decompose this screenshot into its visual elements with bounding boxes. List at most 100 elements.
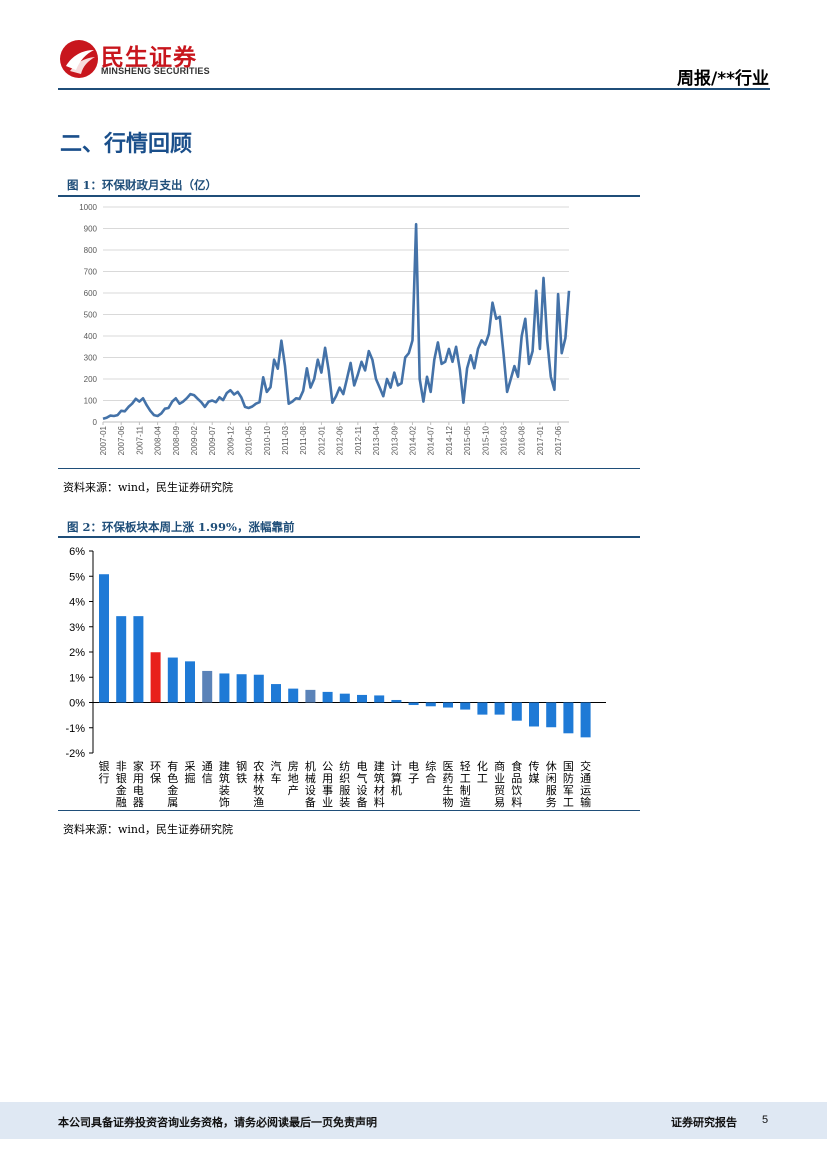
y-tick-label: 0% xyxy=(69,698,85,710)
category-label: 银行 xyxy=(99,759,110,785)
figure1-line-chart: 0 100 200 300 400 500 600 700 800 900 1000 2007-01 2… xyxy=(79,203,571,455)
y-tick-label: 700 xyxy=(84,268,98,277)
category-label: 电气设备 xyxy=(357,760,368,809)
category-label: 农林牧渔 xyxy=(253,759,264,809)
figure1-bottom-rule xyxy=(58,468,640,469)
figure2-top-rule xyxy=(58,536,640,538)
x-tick-label: 2015-05 xyxy=(463,425,472,455)
y-tick-label: 800 xyxy=(84,246,98,255)
bar xyxy=(443,702,453,708)
bar xyxy=(374,695,385,703)
x-tick-label: 2015-10 xyxy=(481,425,490,455)
x-tick-label: 2010-05 xyxy=(245,425,254,455)
category-label: 环保 xyxy=(150,761,161,785)
category-label: 通信 xyxy=(202,760,213,785)
bar xyxy=(253,674,264,703)
x-tick-label: 2007-06 xyxy=(117,425,126,455)
category-label: 休闲服务 xyxy=(546,760,557,809)
category-label: 计算机 xyxy=(391,760,402,797)
x-tick-label: 2014-12 xyxy=(445,425,454,455)
x-tick-label: 2009-02 xyxy=(190,425,199,455)
bar xyxy=(322,691,333,703)
category-label: 非银金融 xyxy=(116,760,127,809)
x-tick-label: 2016-08 xyxy=(518,425,527,455)
bar xyxy=(167,657,178,703)
y-tick-label: 400 xyxy=(84,332,98,341)
x-tick-label: 2009-12 xyxy=(226,425,235,455)
category-label: 房地产 xyxy=(288,760,299,797)
category-label: 公用事业 xyxy=(322,761,333,809)
figure1-top-rule xyxy=(58,195,640,197)
x-tick-label: 2011-03 xyxy=(281,425,290,454)
bar xyxy=(185,661,195,703)
bar xyxy=(563,702,574,734)
bar xyxy=(477,702,488,715)
category-label: 综合 xyxy=(425,759,436,785)
category-label: 建筑装饰 xyxy=(219,759,230,809)
footer-disclaimer: 本公司具备证券投资咨询业务资格，请务必阅读最后一页免责声明 xyxy=(58,1116,377,1129)
x-tick-label: 2012-06 xyxy=(336,425,345,455)
x-tick-label: 2017-06 xyxy=(554,425,563,455)
y-tick-label: 2% xyxy=(69,647,85,659)
category-label: 医药生物 xyxy=(443,761,454,809)
figure1-source: 资料来源：wind，民生证券研究院 xyxy=(63,481,234,494)
bar xyxy=(425,702,436,707)
y-tick-label: 500 xyxy=(84,311,98,320)
category-label: 采掘 xyxy=(185,760,196,785)
y-tick-label: 1% xyxy=(69,672,85,684)
bar xyxy=(150,652,161,703)
category-label: 钢铁 xyxy=(236,760,247,785)
series-line xyxy=(102,222,571,421)
category-label: 有色金属 xyxy=(167,759,178,809)
category-label: 交通运输 xyxy=(580,759,591,809)
category-label: 电子 xyxy=(408,760,419,785)
y-tick-label: 0 xyxy=(93,418,98,427)
y-tick-label: 300 xyxy=(84,354,98,363)
y-tick-label: 200 xyxy=(84,375,98,384)
bar xyxy=(391,699,402,703)
bar xyxy=(460,702,471,710)
category-label: 食品饮料 xyxy=(511,759,522,809)
x-tick-label: 2016-03 xyxy=(499,425,508,455)
bar xyxy=(408,702,419,706)
bar xyxy=(236,674,247,703)
category-label: 化工 xyxy=(477,759,488,785)
bar xyxy=(116,616,127,703)
x-tick-label: 2013-09 xyxy=(390,425,399,455)
category-label: 机械设备 xyxy=(305,759,316,809)
x-tick-label: 2011-08 xyxy=(299,425,308,454)
x-tick-label: 2013-04 xyxy=(372,425,381,455)
x-tick-label: 2012-11 xyxy=(354,425,363,454)
category-label: 传媒 xyxy=(529,760,540,785)
category-label: 国防军工 xyxy=(563,760,574,809)
y-tick-label: 6% xyxy=(69,546,85,558)
document-type: 周报/**行业 xyxy=(677,69,769,89)
y-tick-label: 5% xyxy=(69,571,85,583)
bar xyxy=(288,688,299,703)
category-label: 建筑材料 xyxy=(374,759,385,809)
x-tick-label: 2017-01 xyxy=(536,425,545,455)
figure1-title: 图 1：环保财政月支出（亿） xyxy=(67,178,218,192)
bar xyxy=(202,670,213,703)
bar xyxy=(529,702,539,727)
y-tick-label: 4% xyxy=(69,597,85,609)
minsheng-logo-icon xyxy=(60,40,98,78)
header-divider xyxy=(58,88,770,90)
bar xyxy=(305,689,316,703)
x-tick-label: 2010-10 xyxy=(263,425,272,455)
y-tick-label: -2% xyxy=(65,748,85,760)
x-tick-label: 2014-07 xyxy=(427,425,436,455)
footer-bar xyxy=(0,1102,827,1139)
x-tick-label: 2008-09 xyxy=(172,425,181,455)
x-tick-label: 2012-01 xyxy=(317,425,326,455)
bar xyxy=(339,693,350,703)
y-tick-label: 3% xyxy=(69,622,85,634)
bar xyxy=(580,702,591,738)
x-tick-label: 2007-11 xyxy=(135,425,144,454)
category-label: 汽车 xyxy=(271,759,282,785)
y-tick-label: 600 xyxy=(84,289,98,298)
y-tick-label: 900 xyxy=(84,225,98,234)
bar xyxy=(546,702,557,728)
bar xyxy=(219,673,230,703)
logo-english-name: MINSHENG SECURITIES xyxy=(101,66,210,76)
